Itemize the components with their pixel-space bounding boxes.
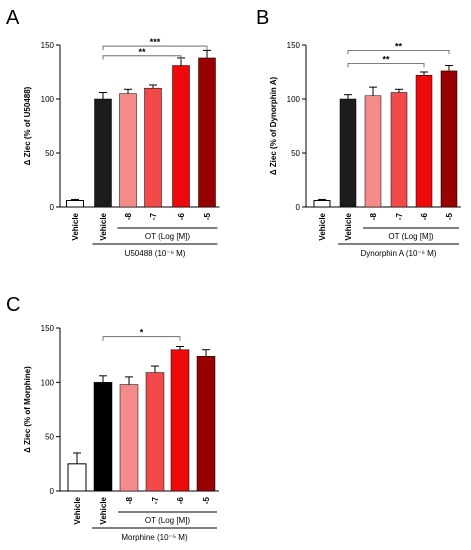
panel-a-group-label: OT (Log [M]) <box>145 232 191 241</box>
panel-b-group-label: OT (Log [M]) <box>388 232 434 241</box>
panel-b-bar <box>339 98 357 208</box>
panel-c-significance-bracket <box>102 336 181 341</box>
panel-a-category-label: -5 <box>203 212 212 220</box>
panel-c-category-label: Vehicle <box>99 496 108 524</box>
panel-b-bar <box>390 92 408 208</box>
panel-a-bar <box>94 98 112 208</box>
panel-a-bar <box>144 87 162 208</box>
panel-c-bar <box>67 463 87 492</box>
panel-b-ytick-label: 150 <box>287 41 301 50</box>
panel-c-category-label: -6 <box>176 496 185 504</box>
panel-a-significance-label: *** <box>150 37 161 47</box>
panel-a-y-axis-title: Δ Ziec (% of U50488) <box>23 86 32 165</box>
panel-b-ytick-label: 50 <box>291 149 300 158</box>
panel-a-bar <box>119 93 137 208</box>
panel-c-bar <box>196 356 216 492</box>
panel-c-letter: C <box>6 294 20 316</box>
panel-c-category-label: Vehicle <box>73 496 82 524</box>
panel-a-ytick-label: 0 <box>50 203 55 212</box>
panel-a-ytick-label: 100 <box>41 95 55 104</box>
panel-b-category-label: -6 <box>420 212 429 220</box>
panel-c-y-axis-title: Δ Ziec (% of Morphine) <box>23 366 32 453</box>
panel-a-ytick-label: 150 <box>41 41 55 50</box>
panel-a-category-label: Vehicle <box>99 212 108 240</box>
panel-c-bar <box>145 372 165 492</box>
panel-a-treatment-label: U50488 (10⁻⁶ M) <box>125 249 186 258</box>
panel-c-ytick-label: 150 <box>41 324 55 333</box>
panel-b-significance-label: ** <box>395 41 403 51</box>
panel-a-bar <box>66 200 84 208</box>
panel-b-ytick-label: 100 <box>287 95 301 104</box>
panel-a-category-label: -8 <box>124 212 133 220</box>
panel-c-ytick-label: 50 <box>45 433 54 442</box>
panel-b-category-label: Vehicle <box>344 212 353 240</box>
panel-a-ytick-label: 50 <box>45 149 54 158</box>
panel-b-bar <box>440 70 458 208</box>
panel-b-treatment-label: Dynorphin A (10⁻⁶ M) <box>361 249 437 258</box>
panel-c-ytick-label: 0 <box>50 487 55 496</box>
panel-b-significance-label: ** <box>382 54 390 64</box>
panel-a-significance-bracket <box>102 55 182 60</box>
panel-b-category-label: -5 <box>445 212 454 220</box>
panel-c-treatment-label: Morphine (10⁻⁵ M) <box>121 533 188 542</box>
panel-a-bar <box>172 65 190 208</box>
panel-c-ytick-label: 100 <box>41 378 55 387</box>
panel-a-category-label: -6 <box>177 212 186 220</box>
panel-c-group-label: OT (Log [M]) <box>145 516 191 525</box>
panel-c-bar <box>170 349 190 492</box>
panel-b-category-label: -7 <box>395 212 404 220</box>
panel-b-significance-bracket <box>347 62 425 68</box>
panel-a-significance-bracket <box>102 45 208 51</box>
panel-b-y-axis-title: Δ Ziec (% of Dynorphin A) <box>269 76 278 175</box>
panel-b-category-label: Vehicle <box>318 212 327 240</box>
panel-b-ytick-label: 0 <box>296 203 301 212</box>
panel-c-category-label: -7 <box>151 496 160 504</box>
panel-c-significance-label: * <box>140 328 144 338</box>
panel-c-bar <box>119 384 139 492</box>
panel-a-category-label: Vehicle <box>71 212 80 240</box>
panel-b-bar <box>364 95 382 208</box>
panel-c-bar <box>93 382 113 492</box>
panel-b-bar <box>313 200 331 208</box>
panel-a-significance-label: ** <box>138 47 146 57</box>
panel-c-category-label: -8 <box>125 496 134 504</box>
panel-b-significance-bracket <box>347 50 450 55</box>
panel-b-letter: B <box>256 7 269 29</box>
panel-a-category-label: -7 <box>149 212 158 220</box>
panel-b-bar <box>415 74 433 208</box>
panel-a-letter: A <box>6 7 20 29</box>
panel-a-bar <box>198 57 216 208</box>
panel-b-category-label: -8 <box>369 212 378 220</box>
panel-c-category-label: -5 <box>202 496 211 504</box>
